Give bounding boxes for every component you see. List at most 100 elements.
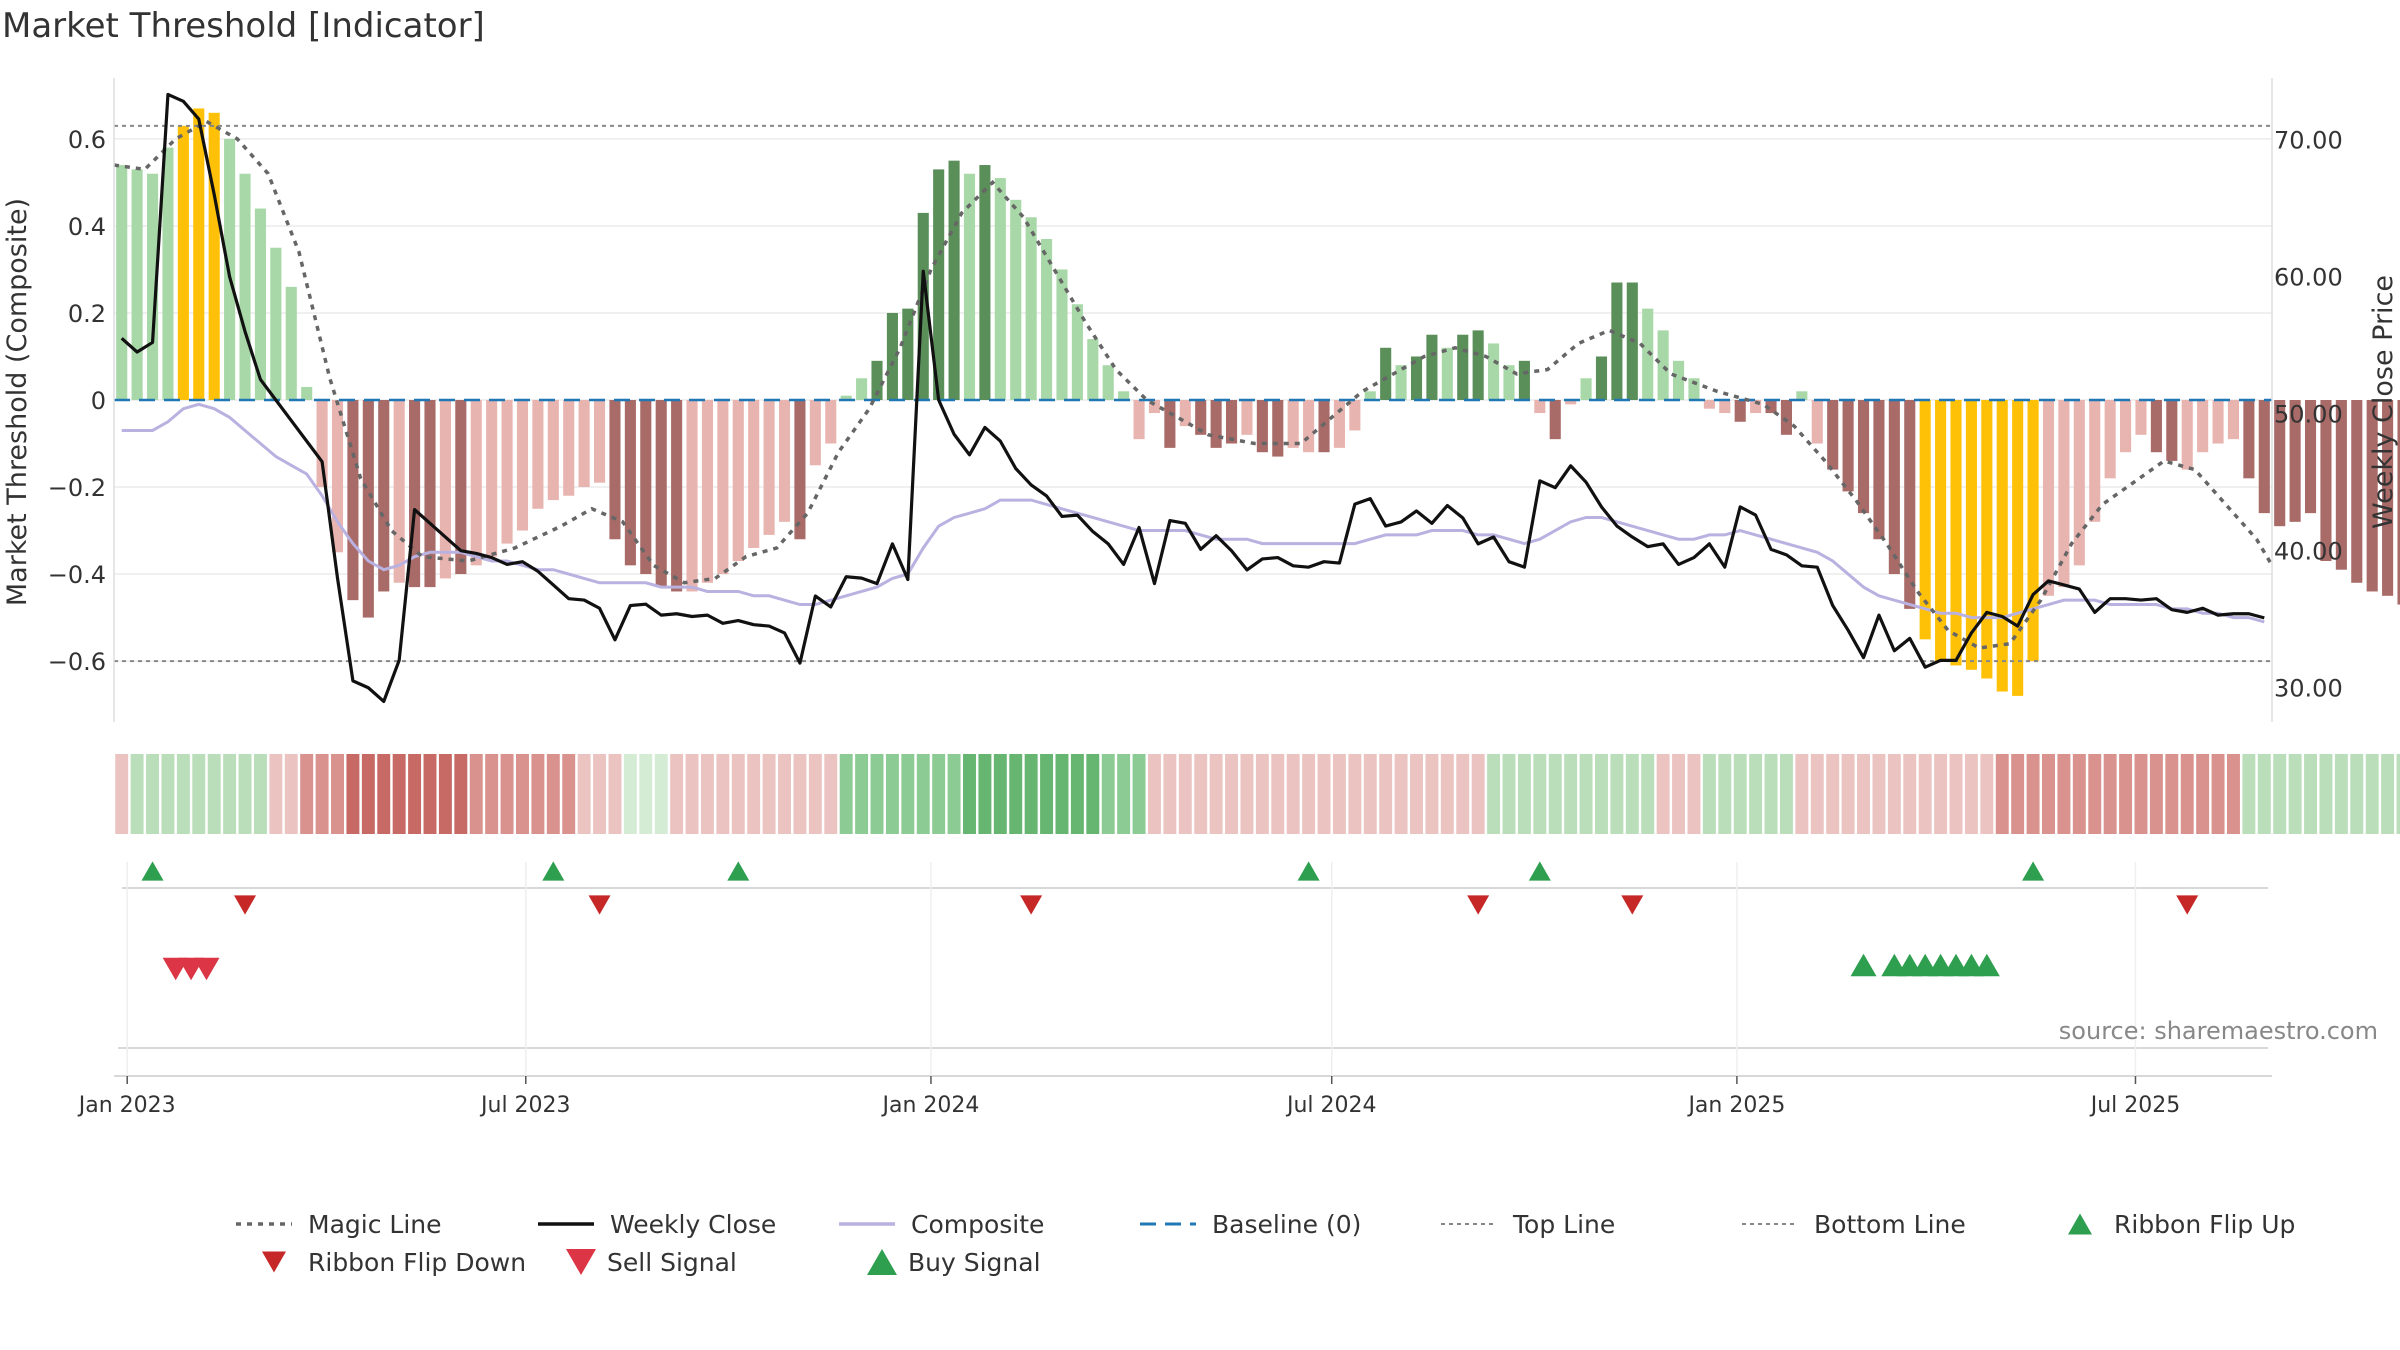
ribbon-cell [2149,754,2163,834]
ribbon-cell [623,754,637,834]
ribbon-cell [2057,754,2071,834]
ribbon-cell [793,754,807,834]
composite-bar [794,400,806,540]
ribbon-flip-up-marker [1528,861,1551,881]
ribbon-cell [716,754,730,834]
ribbon-cell [1826,754,1840,834]
ribbon-cell [885,754,899,834]
ribbon-cell [1887,754,1901,834]
y2-tick-label: 60.00 [2274,264,2343,292]
ribbon-flip-down-marker [2176,895,2199,915]
ribbon-cell [1687,754,1701,834]
composite-bar [2212,400,2224,444]
ribbon-cell [1070,754,1084,834]
ribbon-cell [192,754,206,834]
composite-bar [1133,400,1145,440]
ribbon-cell [223,754,237,834]
composite-bar [116,165,128,400]
ribbon-cell [300,754,314,834]
composite-bar [1410,356,1423,400]
ribbon-cell [1903,754,1917,834]
composite-bar [2166,400,2178,461]
composite-bar [1118,391,1130,400]
ribbon-cell [546,754,560,834]
ribbon-cell [1302,754,1316,834]
composite-bar [1303,400,1315,453]
ribbon-cell [947,754,961,834]
ribbon-cell [1610,754,1624,834]
composite-bar [763,400,775,535]
ribbon-cell [1733,754,1747,834]
ribbon-cell [2165,754,2179,834]
composite-bar [856,378,868,400]
composite-bar [1580,378,1592,400]
composite-bar [1364,391,1376,400]
composite-bar [1565,400,1577,405]
composite-bar [177,125,189,400]
composite-bar [1287,400,1299,448]
composite-bar [2227,400,2240,440]
composite-bar [486,400,498,557]
composite-bar [378,400,390,592]
buy-signal-marker [1850,953,1877,977]
composite-bar [963,173,976,400]
composite-bar [1164,400,1176,448]
composite-bar [2027,400,2039,662]
ribbon-cell [2211,754,2225,834]
composite-bar [2120,400,2132,453]
composite-bar [1333,400,1345,448]
composite-bar [2258,400,2270,514]
ribbon-cell [2273,754,2287,834]
composite-bar [2274,400,2286,527]
ribbon-cell [1348,754,1362,834]
legend-item: Buy Signal [867,1248,1041,1277]
ribbon-cell [1517,754,1531,834]
ribbon-cell [932,754,946,834]
composite-bar [2243,400,2255,479]
composite-bar [501,400,513,544]
y2-tick-label: 70.00 [2274,127,2343,155]
ribbon-cell [1456,754,1470,834]
legend-label: Composite [911,1210,1044,1239]
composite-bar [2382,400,2394,596]
legend-label: Magic Line [308,1210,442,1239]
ribbon-flip-down-marker [588,895,611,915]
ribbon-cell [654,754,668,834]
composite-bar [1780,400,1792,435]
source-note: source: sharemaestro.com [2059,1017,2378,1045]
composite-bar [886,312,898,400]
composite-bar [470,400,482,566]
ribbon-cell [1117,754,1131,834]
composite-bar [1041,239,1053,400]
axes-layer: 0.6 0.4 0.2 0 −0.2 −0.4 −0.6 70.00 60.00 50.00 40.… [48,78,2343,722]
legend-item: Magic Line [236,1210,442,1239]
composite-bar [871,360,883,400]
x-axis: Jan 2023 Jul 2023 Jan 2024 Jul 2024 Jan 2025… [77,1076,2180,1118]
composite-bar [1996,400,2008,692]
y-tick-label: 0.2 [68,300,106,328]
ribbon-cell [1718,754,1732,834]
ribbon-cell [2396,754,2400,834]
ribbon-cell [1949,754,1963,834]
composite-bar [2073,400,2085,566]
ribbon-cell [238,754,252,834]
composite-bar [2012,400,2024,696]
ribbon-cell [1009,754,1023,834]
ribbon-cell [747,754,761,834]
ribbon-cell [1225,754,1239,834]
ribbon-cell [993,754,1007,834]
ribbon-cell [1749,754,1763,834]
legend-label: Baseline (0) [1212,1210,1361,1239]
composite-bar [1981,400,1993,679]
ribbon-cell [361,754,375,834]
ribbon-cell [1410,754,1423,834]
composite-bar [208,112,220,400]
composite-bar [1904,400,1916,609]
y2-axis-label: Weekly Close Price [2368,275,2399,529]
ribbon-flip-up-marker [141,861,164,881]
ribbon-cell [1163,754,1177,834]
ribbon-cell [408,754,422,834]
ribbon-cell [454,754,468,834]
legend-item: Bottom Line [1742,1210,1966,1239]
composite-bar [393,400,405,583]
